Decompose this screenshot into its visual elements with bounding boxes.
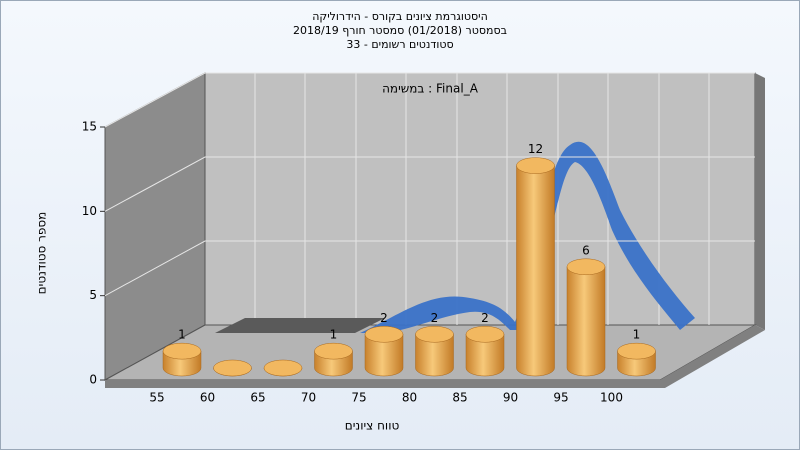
bar-top: [516, 157, 555, 174]
value-label: 1: [633, 328, 641, 342]
bar-top: [314, 342, 353, 360]
wall-edge: [755, 73, 765, 330]
x-tick-label: 55: [149, 391, 164, 405]
value-label: 2: [431, 311, 439, 325]
value-label: 1: [178, 328, 186, 342]
bar-top: [465, 326, 505, 343]
bar: [465, 334, 505, 377]
bar-top: [617, 342, 656, 360]
value-label: 1: [330, 328, 338, 342]
floor-edge: [105, 325, 765, 388]
bar: [415, 334, 454, 377]
back-wall: [204, 72, 756, 326]
bar-top: [263, 359, 303, 377]
x-axis-label: טווח ציונים: [345, 419, 400, 433]
grid-line: [104, 72, 755, 128]
y-tick-label: 15: [82, 120, 97, 134]
y-axis-label: מספר סטודנטים: [35, 212, 49, 295]
x-tick-label: 70: [301, 391, 316, 405]
bar: [566, 266, 606, 377]
value-label: 2: [481, 311, 489, 325]
x-tick-label: 100: [600, 391, 623, 405]
distribution-curve: [360, 141, 695, 333]
bar-top: [364, 326, 404, 343]
grid-line: [104, 240, 755, 297]
chart-title: סטודנטים רשומים - 33: [346, 38, 453, 51]
bar: [516, 165, 555, 377]
chart-title: היסטוגרמת ציונים בקורס - הידרוליקה: [312, 10, 488, 23]
y-tick-label: 10: [82, 204, 97, 218]
bar-top: [566, 258, 606, 276]
y-tick-label: 0: [89, 373, 97, 387]
grid-line: [104, 156, 755, 212]
value-label: 2: [380, 311, 388, 325]
x-tick-label: 90: [503, 391, 518, 405]
x-tick-label: 75: [351, 391, 366, 405]
value-label: 12: [528, 142, 543, 156]
chart-title: בסמסטר (01/2018) סמסטר חורף 2018/19: [293, 24, 507, 37]
x-tick-label: 95: [553, 391, 568, 405]
value-label: 6: [582, 243, 590, 257]
bar-top: [415, 326, 454, 343]
x-tick-label: 60: [200, 391, 215, 405]
bar-top: [162, 342, 202, 360]
y-tick-label: 5: [89, 288, 97, 302]
bar: [364, 334, 404, 377]
bar-top: [213, 359, 252, 377]
subtitle: במשימה : Final_A: [382, 82, 479, 96]
curve-flat: [215, 318, 385, 333]
x-tick-label: 80: [402, 391, 417, 405]
x-tick-label: 85: [452, 391, 467, 405]
plot: 0 5 10 15 55 1 60 65 70 1 75 2 80 2 85 2 90 12 95 6 100 1: [82, 72, 755, 405]
x-tick-label: 65: [250, 391, 265, 405]
